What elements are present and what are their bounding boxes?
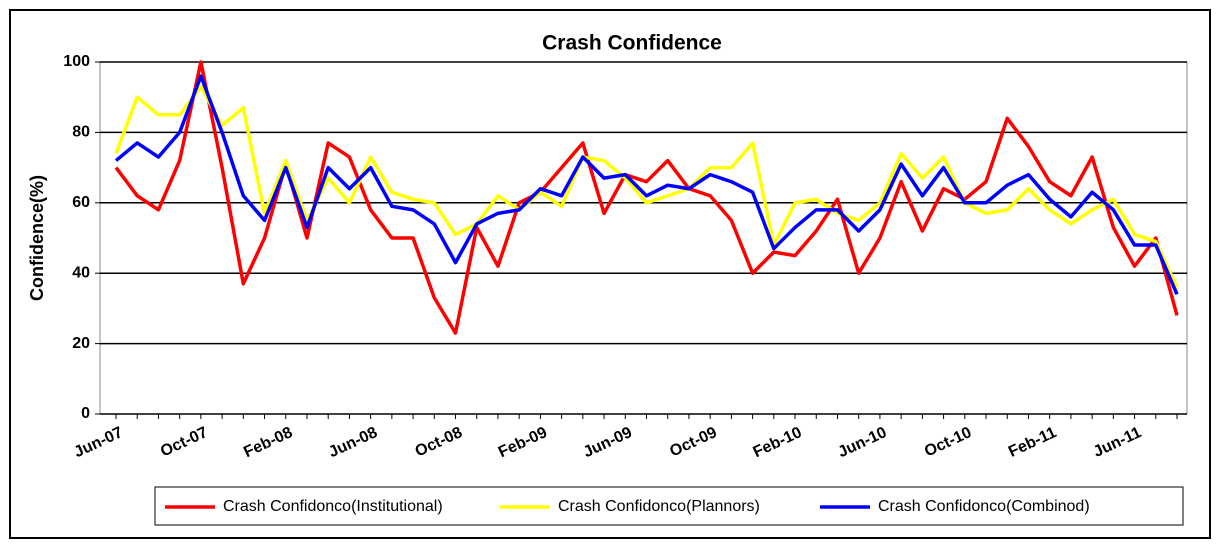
y-tick-label: 100 [63,53,90,70]
y-tick-label: 80 [72,124,90,141]
y-tick-label: 20 [72,335,90,352]
y-tick-label: 60 [72,194,90,211]
legend-label: Crash Confidonco(Combinod) [878,498,1090,515]
y-tick-label: 40 [72,264,90,281]
legend-label: Crash Confidonco(Plannors) [558,498,760,515]
legend-box [154,486,1184,526]
y-tick-label: 0 [81,405,90,422]
chart-title: Crash Confidence [542,32,722,55]
legend-label: Crash Confidonco(Institutional) [223,498,443,515]
series-line [114,84,1179,289]
y-axis-label: Confidence(%) [27,175,47,301]
series-line [114,74,1179,296]
